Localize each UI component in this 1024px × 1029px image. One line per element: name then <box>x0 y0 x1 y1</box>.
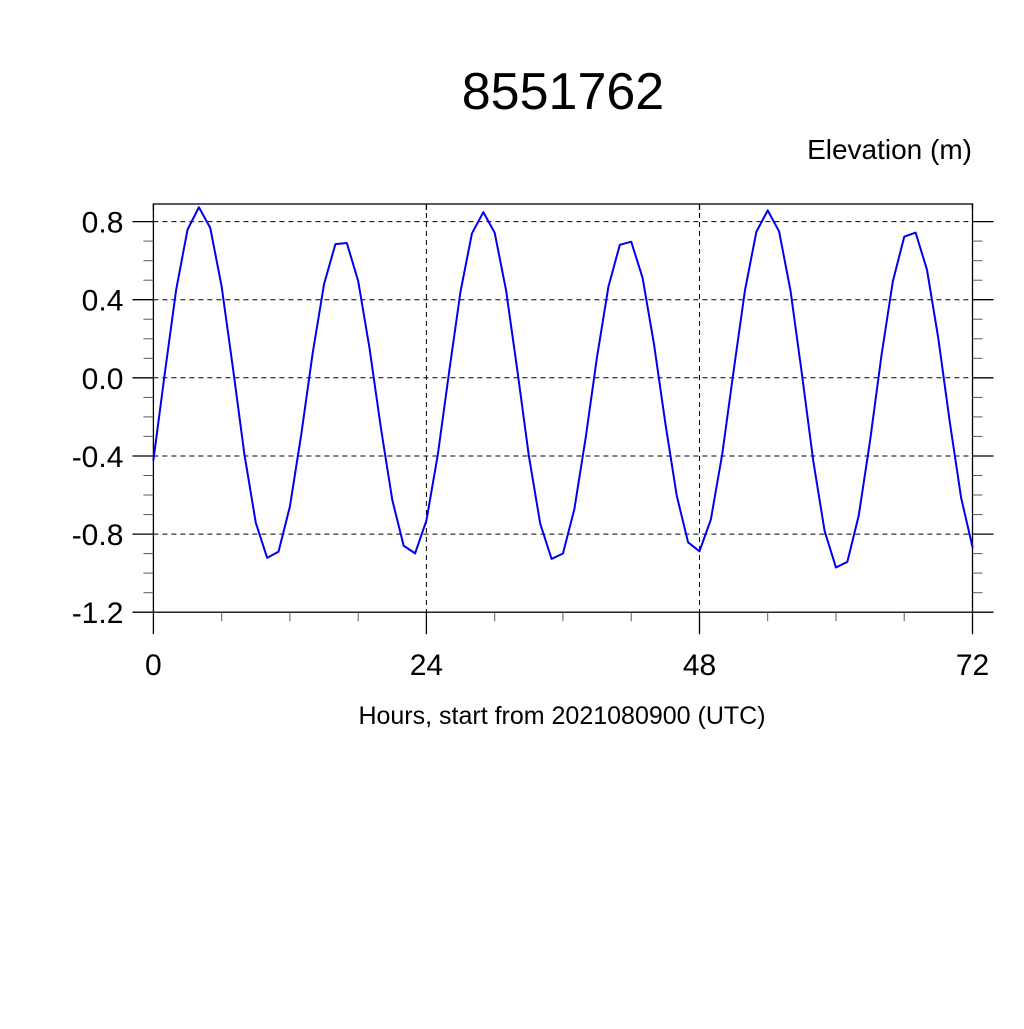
svg-text:0.8: 0.8 <box>82 207 124 240</box>
svg-text:-0.4: -0.4 <box>72 441 124 474</box>
svg-text:48: 48 <box>683 649 716 682</box>
svg-text:-0.8: -0.8 <box>72 519 124 552</box>
svg-text:0.0: 0.0 <box>82 363 124 396</box>
svg-text:8551762: 8551762 <box>462 63 664 121</box>
svg-text:Elevation (m): Elevation (m) <box>807 134 972 165</box>
svg-text:-1.2: -1.2 <box>72 597 124 630</box>
svg-text:0: 0 <box>145 649 162 682</box>
svg-text:24: 24 <box>410 649 443 682</box>
svg-text:72: 72 <box>956 649 989 682</box>
svg-text:Hours, start from 2021080900 (: Hours, start from 2021080900 (UTC) <box>358 702 765 730</box>
svg-text:0.4: 0.4 <box>82 285 124 318</box>
